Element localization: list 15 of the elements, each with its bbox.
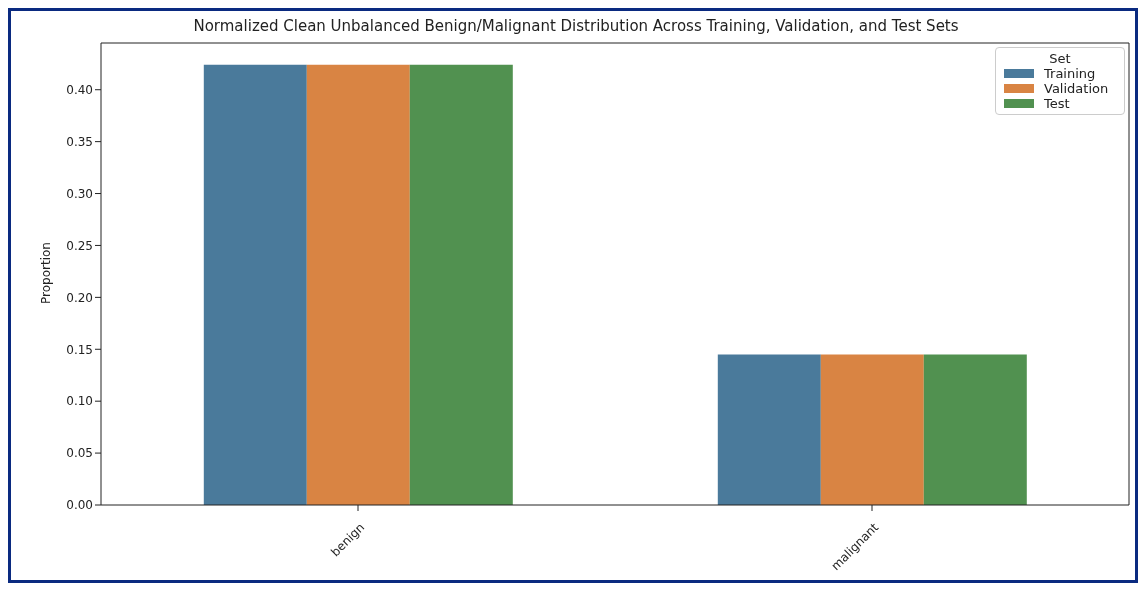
legend-title: Set	[1048, 51, 1072, 66]
y-tick-label: 0.05	[66, 446, 93, 461]
y-tick-label: 0.35	[66, 134, 93, 149]
legend-label: Validation	[1044, 81, 1109, 96]
legend-label: Test	[1044, 96, 1070, 111]
chart-title: Normalized Clean Unbalanced Benign/Malignant Distribution Across Training, Validation, and Test Sets	[192, 17, 960, 35]
y-tick-label: 0.20	[66, 290, 93, 305]
y-axis-title: Proportion	[39, 242, 54, 304]
legend-label: Training	[1044, 66, 1096, 81]
y-tick-label: 0.10	[66, 394, 93, 409]
y-tick-label: 0.15	[66, 342, 93, 357]
y-tick-label: 0.40	[66, 82, 93, 97]
y-tick-label: 0.00	[66, 498, 93, 513]
y-tick-label: 0.25	[66, 238, 93, 253]
y-tick-label: 0.30	[66, 186, 93, 201]
